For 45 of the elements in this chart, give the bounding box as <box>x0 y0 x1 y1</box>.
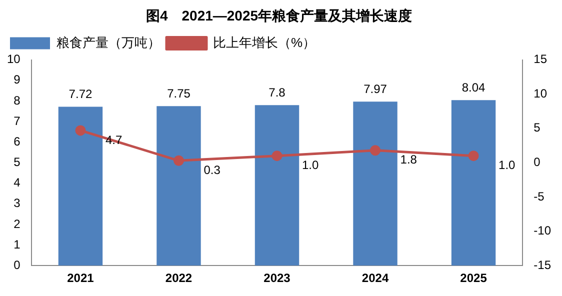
y-tick-label: 4 <box>14 176 21 190</box>
data-label: 7.97 <box>364 82 388 96</box>
y-tick-label: 7 <box>14 114 21 128</box>
y2-tick-label: 5 <box>534 120 541 135</box>
x-tick-label: 2024 <box>362 271 389 286</box>
y2-tick-label: -5 <box>534 189 545 204</box>
bar <box>58 106 103 266</box>
data-label: 7.72 <box>68 87 92 102</box>
y2-tick-label: 0 <box>534 155 541 170</box>
y-tick-label: 9 <box>14 72 21 87</box>
x-tick-label: 2025 <box>460 271 488 286</box>
data-label: 0.3 <box>204 162 221 177</box>
y-tick-label: 6 <box>14 134 21 148</box>
bar <box>451 100 496 266</box>
y-tick-label: 2 <box>14 216 21 231</box>
data-label: 1.0 <box>302 158 320 172</box>
legend-label: 比上年增长（%） <box>213 34 316 50</box>
bar <box>156 106 201 266</box>
y2-tick-label: -15 <box>534 258 552 272</box>
x-tick-label: 2023 <box>264 271 291 286</box>
data-label: 1.0 <box>498 158 516 172</box>
y-tick-label: 1 <box>14 237 21 252</box>
data-label: 8.04 <box>462 80 486 94</box>
data-label: 1.8 <box>400 152 418 167</box>
y2-tick-label: 15 <box>534 52 548 66</box>
legend-label: 粮食产量（万吨） <box>56 34 160 50</box>
point <box>272 150 282 162</box>
bar <box>353 102 398 266</box>
point <box>370 145 381 156</box>
data-label: 7.75 <box>167 86 191 100</box>
y-tick-label: 8 <box>14 93 21 108</box>
y-tick-label: 0 <box>14 258 21 272</box>
x-tick-label: 2022 <box>165 271 192 286</box>
chart-title: 图4 2021—2025年粮食产量及其增长速度 <box>146 7 412 24</box>
point <box>173 155 184 166</box>
data-label: 7.8 <box>268 85 286 100</box>
y2-tick-label: -10 <box>534 224 552 238</box>
y-tick-label: 5 <box>14 155 21 170</box>
y2-tick-label: 10 <box>534 86 548 100</box>
point <box>468 150 479 162</box>
y-tick-label: 3 <box>14 196 21 210</box>
y-tick-label: 10 <box>6 52 21 66</box>
x-tick-label: 2021 <box>67 271 94 286</box>
bar <box>254 105 300 266</box>
point <box>75 125 86 136</box>
